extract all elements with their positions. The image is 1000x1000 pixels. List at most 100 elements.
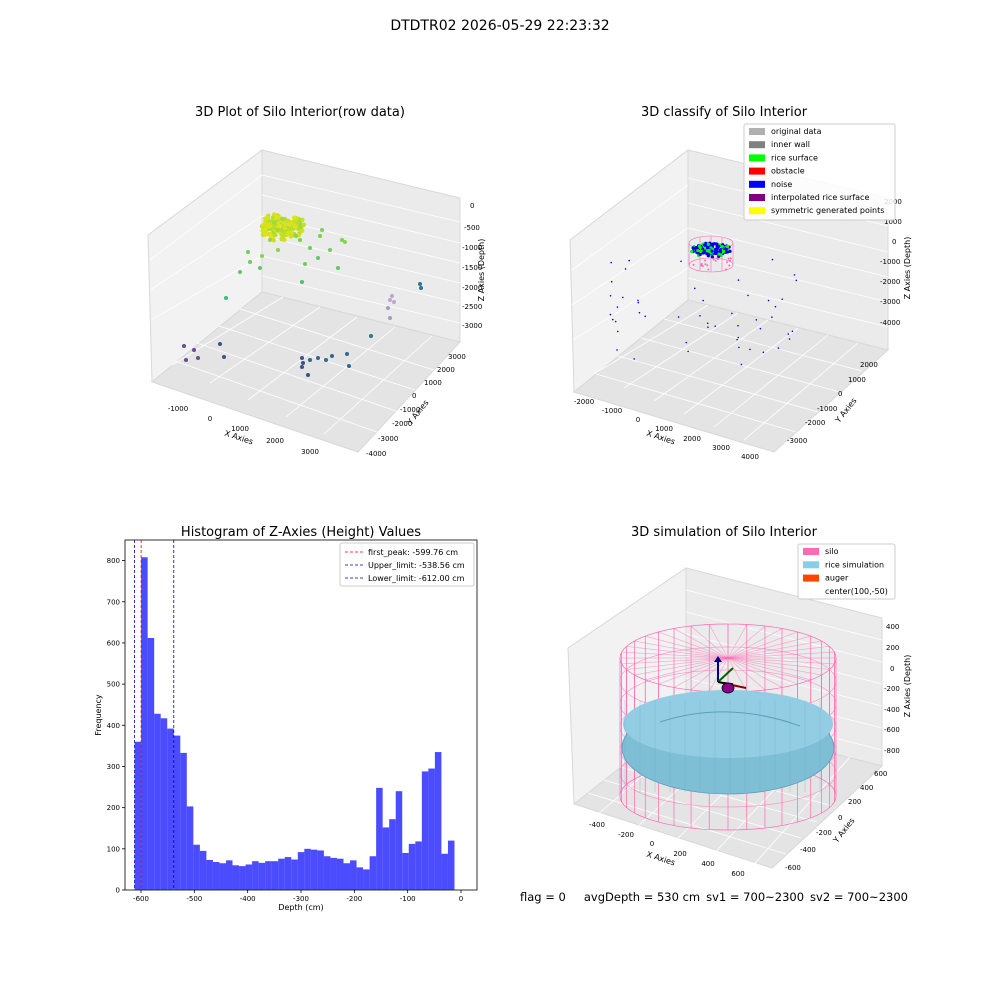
cls-noise-point bbox=[767, 299, 770, 302]
hist-x-ticks: -600 -500 -400 -300 -200 -100 0 bbox=[133, 890, 463, 903]
raw-point bbox=[224, 296, 228, 300]
raw-cluster-point bbox=[282, 226, 288, 231]
cls-noise-point bbox=[738, 346, 740, 349]
raw-ytick: -1000 bbox=[400, 406, 420, 414]
cls-interp-point bbox=[700, 263, 703, 266]
sim-auger-center bbox=[721, 682, 735, 694]
cls-ytick: 2000 bbox=[860, 361, 878, 369]
cls-cluster-point bbox=[713, 247, 718, 251]
raw-cluster-point bbox=[286, 226, 292, 232]
panel-raw-title: 3D Plot of Silo Interior(row data) bbox=[195, 105, 405, 120]
cls-ztick: -2000 bbox=[880, 278, 900, 286]
sim-silo-spoke bbox=[727, 657, 783, 688]
cls-cluster-point bbox=[717, 252, 721, 256]
raw-point bbox=[268, 238, 272, 242]
hist-ytick-label: 700 bbox=[107, 598, 120, 606]
raw-point bbox=[392, 300, 396, 304]
sim-ytick: -200 bbox=[816, 829, 832, 837]
sim-ztick: -400 bbox=[884, 706, 900, 714]
raw-cluster-point bbox=[262, 216, 268, 221]
cls-interp-point bbox=[701, 264, 704, 267]
sim-xlabel: X Axies bbox=[645, 850, 676, 868]
hist-legend: first_peak: -599.76 cm Upper_limit: -538.… bbox=[339, 542, 475, 587]
hist-ytick-label: 800 bbox=[107, 557, 120, 565]
hist-ytick-label: 200 bbox=[107, 804, 120, 812]
raw-cluster-point bbox=[271, 220, 277, 225]
hist-xtick-label: -500 bbox=[186, 895, 202, 903]
cls-noise-point bbox=[791, 330, 794, 333]
cls-cluster-point bbox=[728, 249, 732, 253]
hist-bar bbox=[199, 850, 207, 890]
cls-interp-point bbox=[725, 268, 728, 271]
sim-zlabel: Z Axies (Depth) bbox=[903, 655, 912, 718]
raw-point bbox=[419, 286, 423, 290]
hist-legend-label: first_peak: -599.76 cm bbox=[368, 548, 458, 557]
raw-ytick: 1000 bbox=[424, 379, 442, 387]
raw-cluster-point bbox=[276, 223, 282, 228]
panel-classify-title: 3D classify of Silo Interior bbox=[641, 105, 808, 120]
cls-grid bbox=[571, 177, 889, 441]
cls-cluster-point bbox=[710, 243, 714, 247]
raw-cluster-point bbox=[260, 228, 265, 234]
hist-bar bbox=[402, 852, 409, 890]
hist-bar bbox=[408, 843, 416, 890]
cls-noise-point bbox=[762, 351, 765, 354]
raw-ytick: 0 bbox=[412, 392, 416, 400]
hist-legend-label: Upper_limit: -538.56 cm bbox=[368, 561, 465, 570]
raw-point bbox=[303, 262, 307, 266]
hist-bar bbox=[134, 741, 142, 890]
raw-cluster-point bbox=[271, 238, 276, 243]
hist-bar bbox=[219, 863, 226, 890]
cls-noise-point bbox=[616, 306, 619, 308]
cls-noise-point bbox=[628, 259, 630, 262]
raw-point bbox=[390, 294, 394, 298]
raw-point bbox=[308, 246, 312, 250]
sim-ytick: -400 bbox=[800, 846, 816, 854]
hist-bar bbox=[343, 863, 351, 890]
hist-ytick-label: 0 bbox=[116, 887, 120, 895]
hist-bar bbox=[304, 848, 311, 890]
sim-ztick: 0 bbox=[890, 665, 894, 673]
sim-silo-spoke bbox=[621, 657, 729, 665]
hist-bar bbox=[395, 791, 403, 890]
raw-cluster-point bbox=[279, 232, 284, 237]
cls-noise-point bbox=[637, 299, 639, 302]
cls-noise-point bbox=[706, 322, 709, 325]
hist-bar bbox=[154, 713, 161, 890]
hist-xtick-label: -600 bbox=[133, 895, 149, 903]
sim-silo-spoke bbox=[658, 631, 729, 659]
raw-xtick: 1000 bbox=[231, 425, 249, 433]
raw-cluster-point bbox=[262, 232, 268, 238]
raw-point bbox=[258, 266, 262, 270]
sim-silo-spoke bbox=[727, 657, 811, 681]
raw-ytick: 2000 bbox=[437, 366, 455, 374]
raw-point bbox=[246, 250, 250, 254]
cls-legend-box bbox=[743, 123, 896, 221]
cls-legend-label: rice surface bbox=[771, 153, 818, 162]
cls-noise-point bbox=[737, 279, 740, 281]
raw-xtick: 2000 bbox=[266, 437, 284, 445]
cls-legend-swatch bbox=[749, 207, 765, 215]
raw-ztick: -2000 bbox=[462, 284, 482, 292]
raw-grid bbox=[149, 174, 461, 435]
cls-noise-point bbox=[793, 274, 796, 276]
raw-point bbox=[238, 270, 242, 274]
raw-point bbox=[343, 240, 347, 244]
cls-zlabel: Z Axies (Depth) bbox=[903, 237, 912, 300]
raw-cluster-point bbox=[292, 215, 297, 220]
sim-rice-surface bbox=[621, 690, 835, 795]
raw-point bbox=[386, 306, 390, 310]
sim-silo-spoke bbox=[727, 625, 766, 659]
sim-ztick: 200 bbox=[886, 644, 899, 652]
hist-bar bbox=[141, 557, 148, 890]
hist-legend-label: Lower_limit: -612.00 cm bbox=[368, 574, 465, 583]
cls-cluster-point bbox=[710, 249, 714, 253]
cls-interp-point bbox=[729, 257, 732, 260]
hist-bar bbox=[330, 857, 337, 890]
cls-noise-point bbox=[755, 319, 758, 321]
cls-ztick: -1000 bbox=[880, 258, 900, 266]
cls-legend-swatch bbox=[749, 141, 765, 149]
raw-cluster-point bbox=[290, 233, 295, 238]
hist-title: Histogram of Z-Axies (Height) Values bbox=[181, 525, 421, 540]
cls-noise-point bbox=[614, 320, 617, 323]
